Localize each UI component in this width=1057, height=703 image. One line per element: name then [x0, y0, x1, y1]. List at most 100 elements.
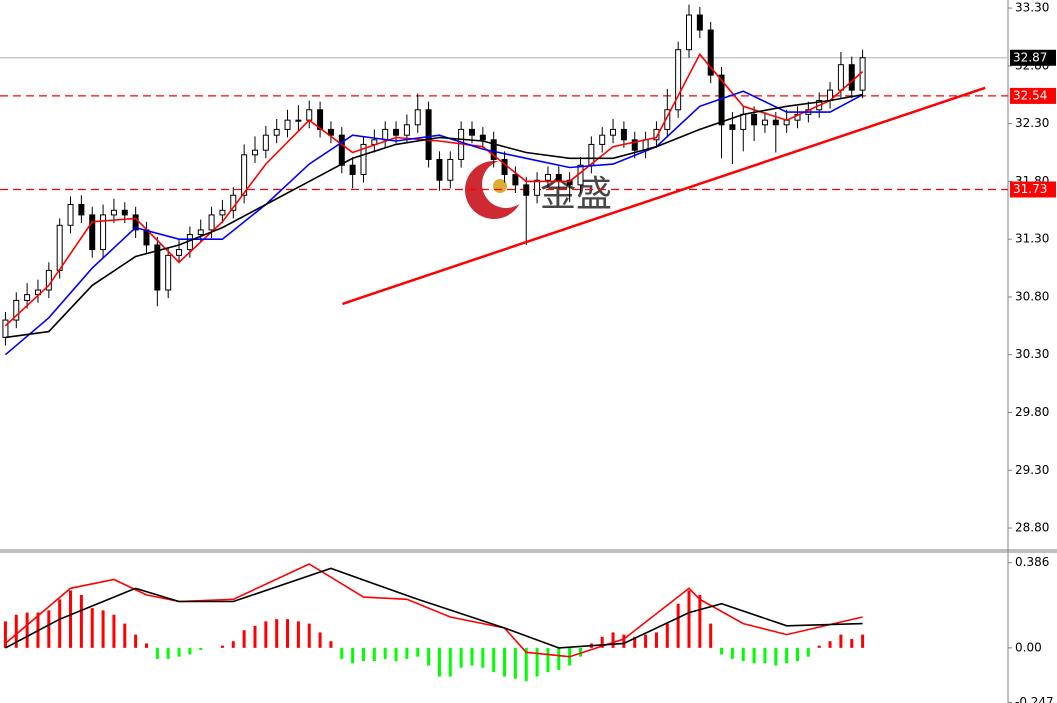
- y-tick-label: 28.80: [1015, 521, 1049, 535]
- histogram-bar: [687, 590, 691, 648]
- histogram-bar: [676, 603, 680, 648]
- candle-body: [251, 149, 258, 156]
- histogram-bar: [730, 647, 734, 659]
- candle-body: [241, 154, 248, 196]
- histogram-bar: [600, 636, 604, 648]
- histogram-bar: [524, 647, 528, 681]
- candle-body: [523, 184, 530, 196]
- candle-body: [555, 173, 562, 181]
- histogram-bar: [351, 647, 355, 664]
- candle-body: [197, 229, 204, 236]
- histogram-bar: [763, 647, 767, 664]
- candle-body: [110, 209, 117, 216]
- histogram-bar: [578, 647, 582, 657]
- candle-body: [468, 128, 475, 136]
- histogram-bar: [188, 647, 192, 655]
- candle-body: [707, 29, 714, 76]
- histogram-bar: [231, 641, 235, 648]
- histogram-bar: [123, 623, 127, 648]
- candle-body: [837, 64, 844, 91]
- histogram-bar: [709, 623, 713, 648]
- candle-body: [675, 49, 682, 111]
- histogram-bar: [47, 610, 51, 648]
- candle-body: [317, 109, 324, 130]
- histogram-bar: [535, 647, 539, 677]
- candle-body: [24, 294, 31, 301]
- candle-body: [67, 204, 74, 226]
- candle-body: [848, 64, 855, 91]
- candle-body: [121, 209, 128, 216]
- candle-body: [599, 134, 606, 145]
- histogram-bar: [470, 647, 474, 666]
- histogram-bar: [416, 647, 420, 657]
- candle-body: [295, 119, 302, 122]
- histogram-bar: [155, 647, 159, 659]
- candle-body: [740, 113, 747, 130]
- candle-body: [2, 319, 9, 338]
- candle-body: [436, 158, 443, 181]
- price-label: 32.87: [1013, 50, 1047, 64]
- candle-body: [685, 14, 692, 51]
- candle-body: [610, 128, 617, 136]
- histogram-bar: [101, 610, 105, 648]
- histogram-bar: [264, 621, 268, 648]
- trend-line: [342, 86, 986, 306]
- histogram-bar: [275, 619, 279, 648]
- candle-body: [620, 128, 627, 141]
- histogram-bar: [720, 647, 724, 655]
- histogram-bar: [112, 614, 116, 648]
- histogram-bar: [220, 645, 224, 648]
- candle-body: [89, 214, 96, 251]
- candle-body: [176, 249, 183, 256]
- candle-body: [534, 179, 541, 196]
- histogram-bar: [58, 599, 62, 648]
- candle-body: [56, 224, 63, 271]
- price-label-box: [1010, 49, 1056, 66]
- candle-body: [653, 128, 660, 141]
- histogram-bar: [329, 641, 333, 648]
- candle-body: [165, 254, 172, 291]
- y-tick-label: 29.30: [1015, 463, 1049, 477]
- candle-body: [13, 299, 20, 321]
- line-series: [4, 90, 863, 356]
- y-tick-label: 31.30: [1015, 232, 1049, 246]
- histogram-bar: [644, 634, 648, 648]
- line-series: [4, 563, 863, 658]
- histogram-bar: [307, 623, 311, 648]
- histogram-bar: [817, 645, 821, 648]
- candle-body: [284, 119, 291, 130]
- histogram-bar: [90, 608, 94, 648]
- histogram-bar: [546, 647, 550, 673]
- histogram-bar: [79, 594, 83, 648]
- histogram-bar: [427, 647, 431, 666]
- candle-body: [78, 204, 85, 216]
- histogram-bar: [459, 647, 463, 668]
- candle-body: [631, 139, 638, 151]
- histogram-bar: [850, 639, 854, 648]
- y-tick-label: 0.386: [1015, 555, 1049, 569]
- y-tick-label: 30.80: [1015, 289, 1049, 303]
- y-tick-label: 33.30: [1015, 1, 1049, 15]
- histogram-bar: [318, 632, 322, 648]
- histogram-bar: [383, 647, 387, 659]
- y-tick-label: 29.80: [1015, 405, 1049, 419]
- candle-body: [544, 173, 551, 181]
- y-tick-label: -0.247: [1015, 695, 1054, 703]
- candle-body: [425, 109, 432, 160]
- histogram-bar: [199, 647, 203, 651]
- candle-body: [772, 119, 779, 126]
- histogram-bar: [665, 623, 669, 648]
- candle-body: [393, 128, 400, 136]
- candle-body: [154, 244, 161, 291]
- candle-body: [338, 134, 345, 166]
- histogram-bar: [296, 621, 300, 648]
- histogram-bar: [448, 647, 452, 677]
- histogram-bar: [340, 647, 344, 659]
- candle-body: [349, 164, 356, 175]
- histogram-bar: [774, 647, 778, 666]
- candle-body: [447, 158, 454, 181]
- histogram-bar: [437, 647, 441, 677]
- price-label-box: [1010, 181, 1056, 198]
- histogram-bar: [611, 632, 615, 648]
